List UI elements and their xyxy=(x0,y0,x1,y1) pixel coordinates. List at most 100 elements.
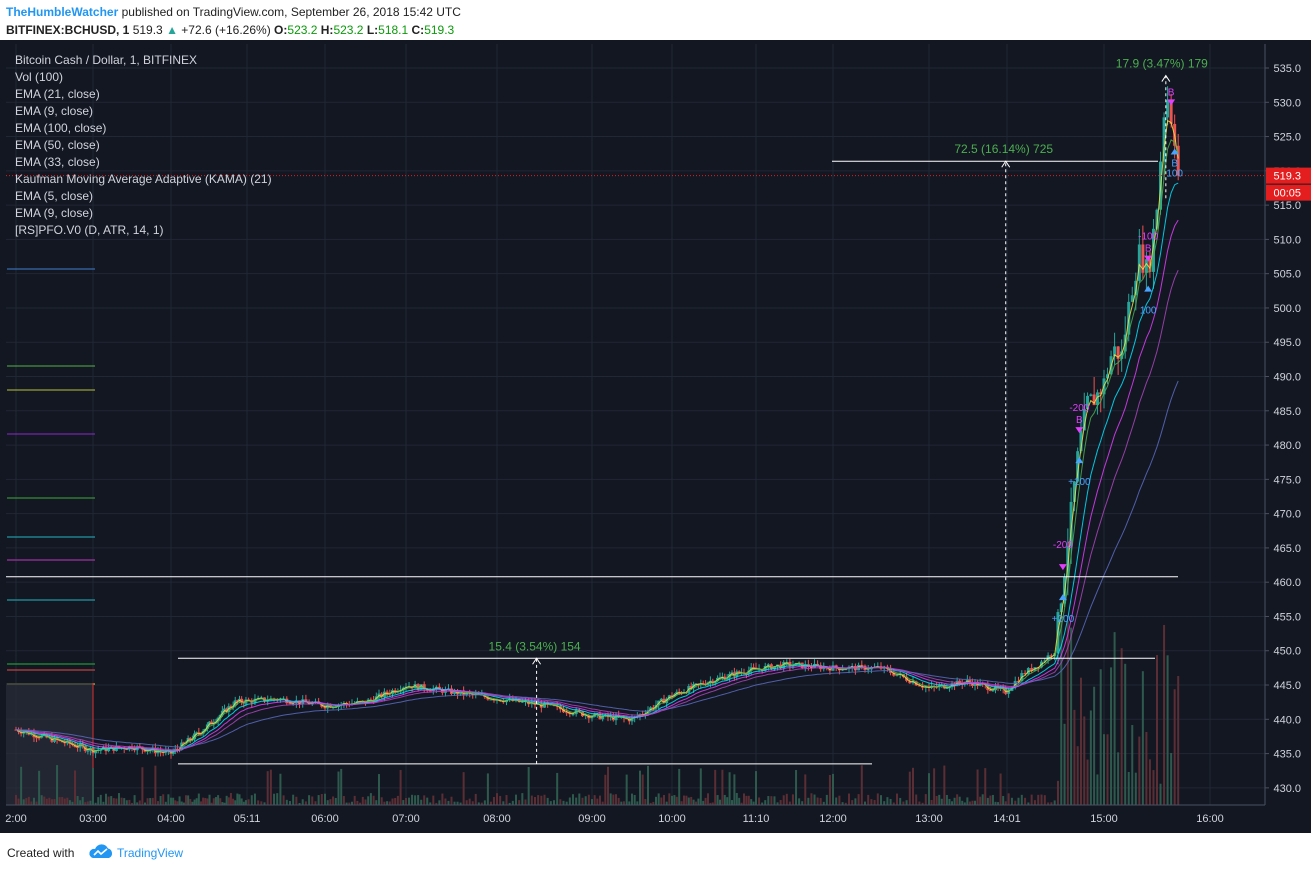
volume-bar xyxy=(902,801,905,805)
volume-bar xyxy=(788,801,791,805)
candle-body xyxy=(1017,680,1021,682)
volume-bar xyxy=(958,796,961,805)
volume-bar xyxy=(997,802,1000,805)
legend-item-symbol[interactable]: Bitcoin Cash / Dollar, 1, BITFINEX xyxy=(15,53,198,67)
volume-bar xyxy=(123,798,126,805)
candle-body xyxy=(1076,451,1080,482)
volume-bar xyxy=(924,794,927,805)
legend-item-kama[interactable]: Kaufman Moving Average Adaptive (KAMA) (… xyxy=(15,172,272,186)
volume-bar xyxy=(723,794,726,805)
volume-bar xyxy=(810,793,813,805)
volume-bar xyxy=(118,793,120,805)
candle-body xyxy=(1169,100,1173,124)
volume-bar xyxy=(167,794,170,805)
volume-bar xyxy=(429,802,432,805)
volume-bar xyxy=(1148,759,1151,805)
volume-bar xyxy=(647,765,649,805)
volume-bar xyxy=(202,797,205,805)
volume-bar xyxy=(474,793,477,805)
tradingview-link[interactable]: TradingView xyxy=(117,846,184,860)
volume-bar xyxy=(499,795,502,805)
volume-bar xyxy=(1163,624,1166,805)
candle-body xyxy=(146,750,150,752)
candle-body xyxy=(53,737,56,742)
volume-bar xyxy=(633,794,636,805)
countdown-label: 00:05 xyxy=(1273,188,1301,200)
candle-body xyxy=(1095,392,1099,406)
volume-bar xyxy=(162,794,165,805)
volume-bar xyxy=(649,802,652,805)
legend-item-ema9b[interactable]: EMA (9, close) xyxy=(15,206,94,220)
legend-item-ema100[interactable]: EMA (100, close) xyxy=(15,121,107,135)
legend-item-vol[interactable]: Vol (100) xyxy=(15,70,64,84)
price-tick-label: 450.0 xyxy=(1273,646,1301,658)
volume-bar xyxy=(1030,794,1033,805)
volume-bar xyxy=(483,800,486,805)
volume-bar xyxy=(178,796,181,805)
volume-bar xyxy=(459,802,462,805)
ema-line xyxy=(15,380,1179,748)
volume-bar xyxy=(212,798,215,805)
price-tick-label: 525.0 xyxy=(1273,132,1301,144)
candle-body xyxy=(1166,100,1170,118)
volume-bar xyxy=(285,799,288,805)
legend-item-ema5[interactable]: EMA (5, close) xyxy=(15,189,94,203)
signal-arrow xyxy=(1075,427,1084,434)
volume-bar xyxy=(1053,800,1056,805)
candle-body xyxy=(991,690,995,692)
volume-bar xyxy=(543,794,546,805)
volume-bar xyxy=(110,796,113,805)
volume-bar xyxy=(149,798,152,805)
candle-body xyxy=(1113,346,1117,357)
current-price-tag xyxy=(1266,167,1311,184)
legend-item-ema21[interactable]: EMA (21, close) xyxy=(15,87,100,101)
volume-bar xyxy=(521,793,524,805)
volume-bar xyxy=(480,802,483,805)
candle-body xyxy=(208,721,212,725)
price-chart[interactable]: 15.4 (3.54%) 154 72.5 (16.14%) 725 17.9 (3… xyxy=(0,40,1311,833)
measure-arrow xyxy=(1161,74,1171,82)
volume-bar xyxy=(115,798,118,805)
candle-body xyxy=(1086,395,1090,410)
volume-bar xyxy=(48,797,51,805)
candle-body xyxy=(788,661,792,667)
candle-body xyxy=(1120,351,1124,359)
signal-label: -100 xyxy=(1138,232,1158,243)
signal-label: -200 xyxy=(1069,403,1089,414)
symbol-name[interactable]: BITFINEX:BCHUSD, 1 xyxy=(6,23,130,37)
volume-bar xyxy=(607,766,609,805)
volume-bar xyxy=(232,798,235,805)
volume-bar xyxy=(795,770,798,805)
volume-bar xyxy=(807,797,810,805)
legend-item-ema9[interactable]: EMA (9, close) xyxy=(15,104,94,118)
volume-bar xyxy=(133,795,136,805)
volume-bar xyxy=(208,794,211,805)
volume-bar xyxy=(74,770,77,805)
volume-bar xyxy=(1047,802,1050,805)
volume-bar xyxy=(1027,802,1030,805)
volume-bar xyxy=(486,773,489,805)
volume-bar xyxy=(502,801,505,805)
volume-bar xyxy=(361,796,364,805)
legend-item-ema33[interactable]: EMA (33, close) xyxy=(15,155,100,169)
volume-bar xyxy=(767,796,770,805)
volume-bar xyxy=(851,800,854,805)
candle-body xyxy=(1069,501,1073,547)
candle-body xyxy=(223,708,227,711)
signal-arrow xyxy=(1144,285,1153,292)
legend-item-pfo[interactable]: [RS]PFO.V0 (D, ATR, 14, 1) xyxy=(15,223,164,237)
tradingview-cloud-icon[interactable] xyxy=(88,844,114,860)
volume-bar xyxy=(883,801,886,805)
legend-item-ema50[interactable]: EMA (50, close) xyxy=(15,138,100,152)
volume-bar xyxy=(994,801,997,805)
volume-bar xyxy=(45,798,48,805)
volume-bar xyxy=(136,802,139,805)
signal-letter: B xyxy=(1145,244,1152,255)
candle-body xyxy=(171,751,175,754)
volume-bar xyxy=(219,798,222,805)
chart-area[interactable]: 15.4 (3.54%) 154 72.5 (16.14%) 725 17.9 (3… xyxy=(0,40,1311,833)
author-link[interactable]: TheHumbleWatcher xyxy=(6,5,119,19)
volume-bar xyxy=(631,793,633,805)
volume-bar xyxy=(864,801,866,805)
volume-bar xyxy=(889,798,892,805)
